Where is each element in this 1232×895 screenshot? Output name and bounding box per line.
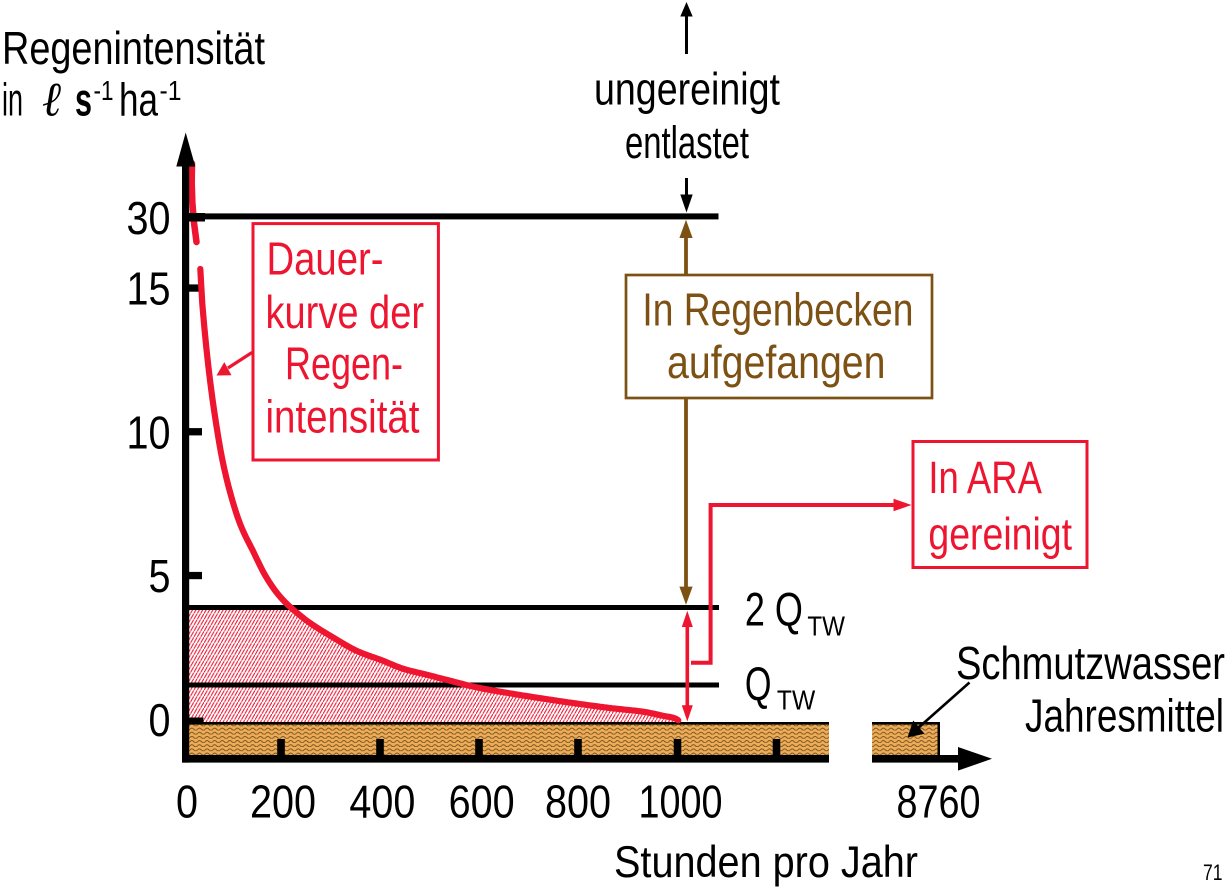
svg-text:Q: Q <box>745 657 772 710</box>
svg-text:0: 0 <box>149 694 171 746</box>
svg-text:kurve der: kurve der <box>266 286 425 338</box>
svg-text:5: 5 <box>149 550 171 602</box>
svg-text:Dauer-: Dauer- <box>267 233 384 285</box>
svg-text:30: 30 <box>127 192 171 244</box>
svg-text:8760: 8760 <box>897 776 981 828</box>
svg-text:600: 600 <box>449 776 515 828</box>
svg-text:Stunden pro Jahr: Stunden pro Jahr <box>614 838 918 887</box>
svg-text:ha: ha <box>119 74 158 126</box>
svg-text:2 Q: 2 Q <box>745 583 803 636</box>
svg-text:intensität: intensität <box>266 391 420 443</box>
svg-text:In ARA: In ARA <box>928 452 1042 503</box>
svg-text:Jahresmittel: Jahresmittel <box>1025 690 1224 742</box>
svg-text:400: 400 <box>349 776 415 828</box>
svg-text:Regenintensität: Regenintensität <box>2 22 265 74</box>
svg-text:entlastet: entlastet <box>625 117 749 168</box>
svg-text:-1: -1 <box>160 75 182 106</box>
svg-text:Regen-: Regen- <box>285 338 403 390</box>
svg-text:Schmutzwasser: Schmutzwasser <box>956 637 1225 689</box>
svg-text:1000: 1000 <box>639 776 723 828</box>
svg-text:gereinigt: gereinigt <box>928 508 1072 559</box>
svg-text:aufgefangen: aufgefangen <box>667 336 886 388</box>
svg-text:TW: TW <box>777 685 816 716</box>
svg-text:200: 200 <box>250 776 316 828</box>
svg-text:ℓ: ℓ <box>42 74 61 127</box>
svg-text:10: 10 <box>127 406 171 458</box>
svg-text:s: s <box>75 74 92 126</box>
svg-text:TW: TW <box>807 611 845 642</box>
svg-text:-1: -1 <box>94 75 114 106</box>
svg-text:71: 71 <box>1203 860 1223 885</box>
svg-text:0: 0 <box>176 776 198 828</box>
svg-text:800: 800 <box>545 776 611 828</box>
svg-text:In Regenbecken: In Regenbecken <box>642 284 913 336</box>
svg-text:ungereinigt: ungereinigt <box>594 64 780 115</box>
svg-text:15: 15 <box>127 263 171 315</box>
svg-text:in: in <box>2 74 23 126</box>
